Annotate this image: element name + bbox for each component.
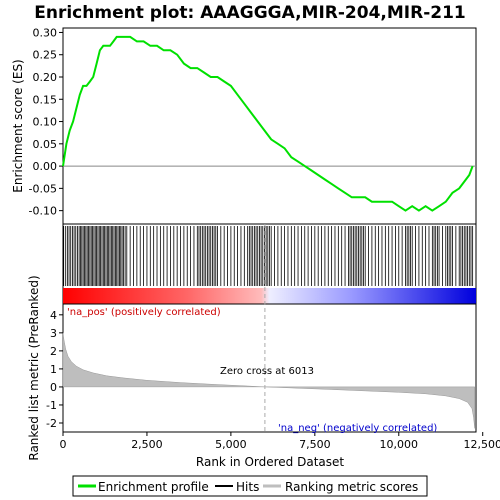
zero-cross-label: Zero cross at 6013 xyxy=(220,366,314,377)
metric-y-tick-label: 2 xyxy=(50,345,57,358)
pos-correlated-label: 'na_pos' (positively correlated) xyxy=(67,307,221,318)
legend-box xyxy=(72,475,428,497)
x-ticks: 0 2,500 5,000 7,500 10,000 12,500 xyxy=(60,432,500,451)
x-tick-label: 0 xyxy=(60,438,67,451)
ranked-metric-fill xyxy=(62,332,475,429)
legend-label-enrichment-profile: Enrichment profile xyxy=(98,480,209,494)
hit-markers xyxy=(63,226,474,286)
es-y-axis-label: Enrichment score (ES) xyxy=(11,59,25,192)
es-y-tick-label: 0.20 xyxy=(33,71,58,84)
es-y-tick-label: 0.05 xyxy=(33,138,58,151)
es-y-tick-label: 0.00 xyxy=(33,160,58,173)
metric-y-tick-label: 0 xyxy=(50,381,57,394)
es-y-ticks: -0.10 -0.05 0.00 0.05 0.10 0.15 0.20 0.25 0.30 xyxy=(29,26,63,218)
es-y-tick-label: 0.25 xyxy=(33,49,58,62)
ranked-metric-area xyxy=(62,224,475,432)
metric-y-tick-label: 1 xyxy=(50,363,57,376)
es-y-tick-label: -0.10 xyxy=(29,205,57,218)
metric-y-ticks: -2 -1 0 1 2 3 4 xyxy=(46,309,63,430)
x-tick-label: 12,500 xyxy=(463,438,500,451)
x-tick-label: 2,500 xyxy=(131,438,163,451)
es-y-tick-label: 0.30 xyxy=(33,26,58,39)
es-y-tick-label: -0.05 xyxy=(29,182,57,195)
rank-gradient-bar xyxy=(63,288,476,304)
x-tick-label: 10,000 xyxy=(380,438,419,451)
chart-title: Enrichment plot: AAAGGGA,MIR-204,MIR-211 xyxy=(34,3,465,23)
es-y-tick-label: 0.15 xyxy=(33,93,58,106)
x-axis-label: Rank in Ordered Dataset xyxy=(196,455,344,469)
es-panel-frame xyxy=(62,27,477,225)
es-y-tick-label: 0.10 xyxy=(33,116,58,129)
metric-y-tick-label: 3 xyxy=(50,327,57,340)
metric-y-tick-label: 4 xyxy=(50,309,57,322)
enrichment-profile-line xyxy=(62,35,474,212)
enrichment-profile-series xyxy=(62,35,474,212)
x-tick-label: 5,000 xyxy=(215,438,247,451)
x-tick-label: 7,500 xyxy=(299,438,331,451)
metric-y-tick-label: -1 xyxy=(46,399,57,412)
metric-y-tick-label: -2 xyxy=(46,417,57,430)
neg-correlated-label: 'na_neg' (negatively correlated) xyxy=(278,423,437,434)
legend-label-ranking-metric: Ranking metric scores xyxy=(285,480,418,494)
legend-label-hits: Hits xyxy=(236,480,259,494)
metric-y-axis-label: Ranked list metric (PreRanked) xyxy=(27,275,41,460)
